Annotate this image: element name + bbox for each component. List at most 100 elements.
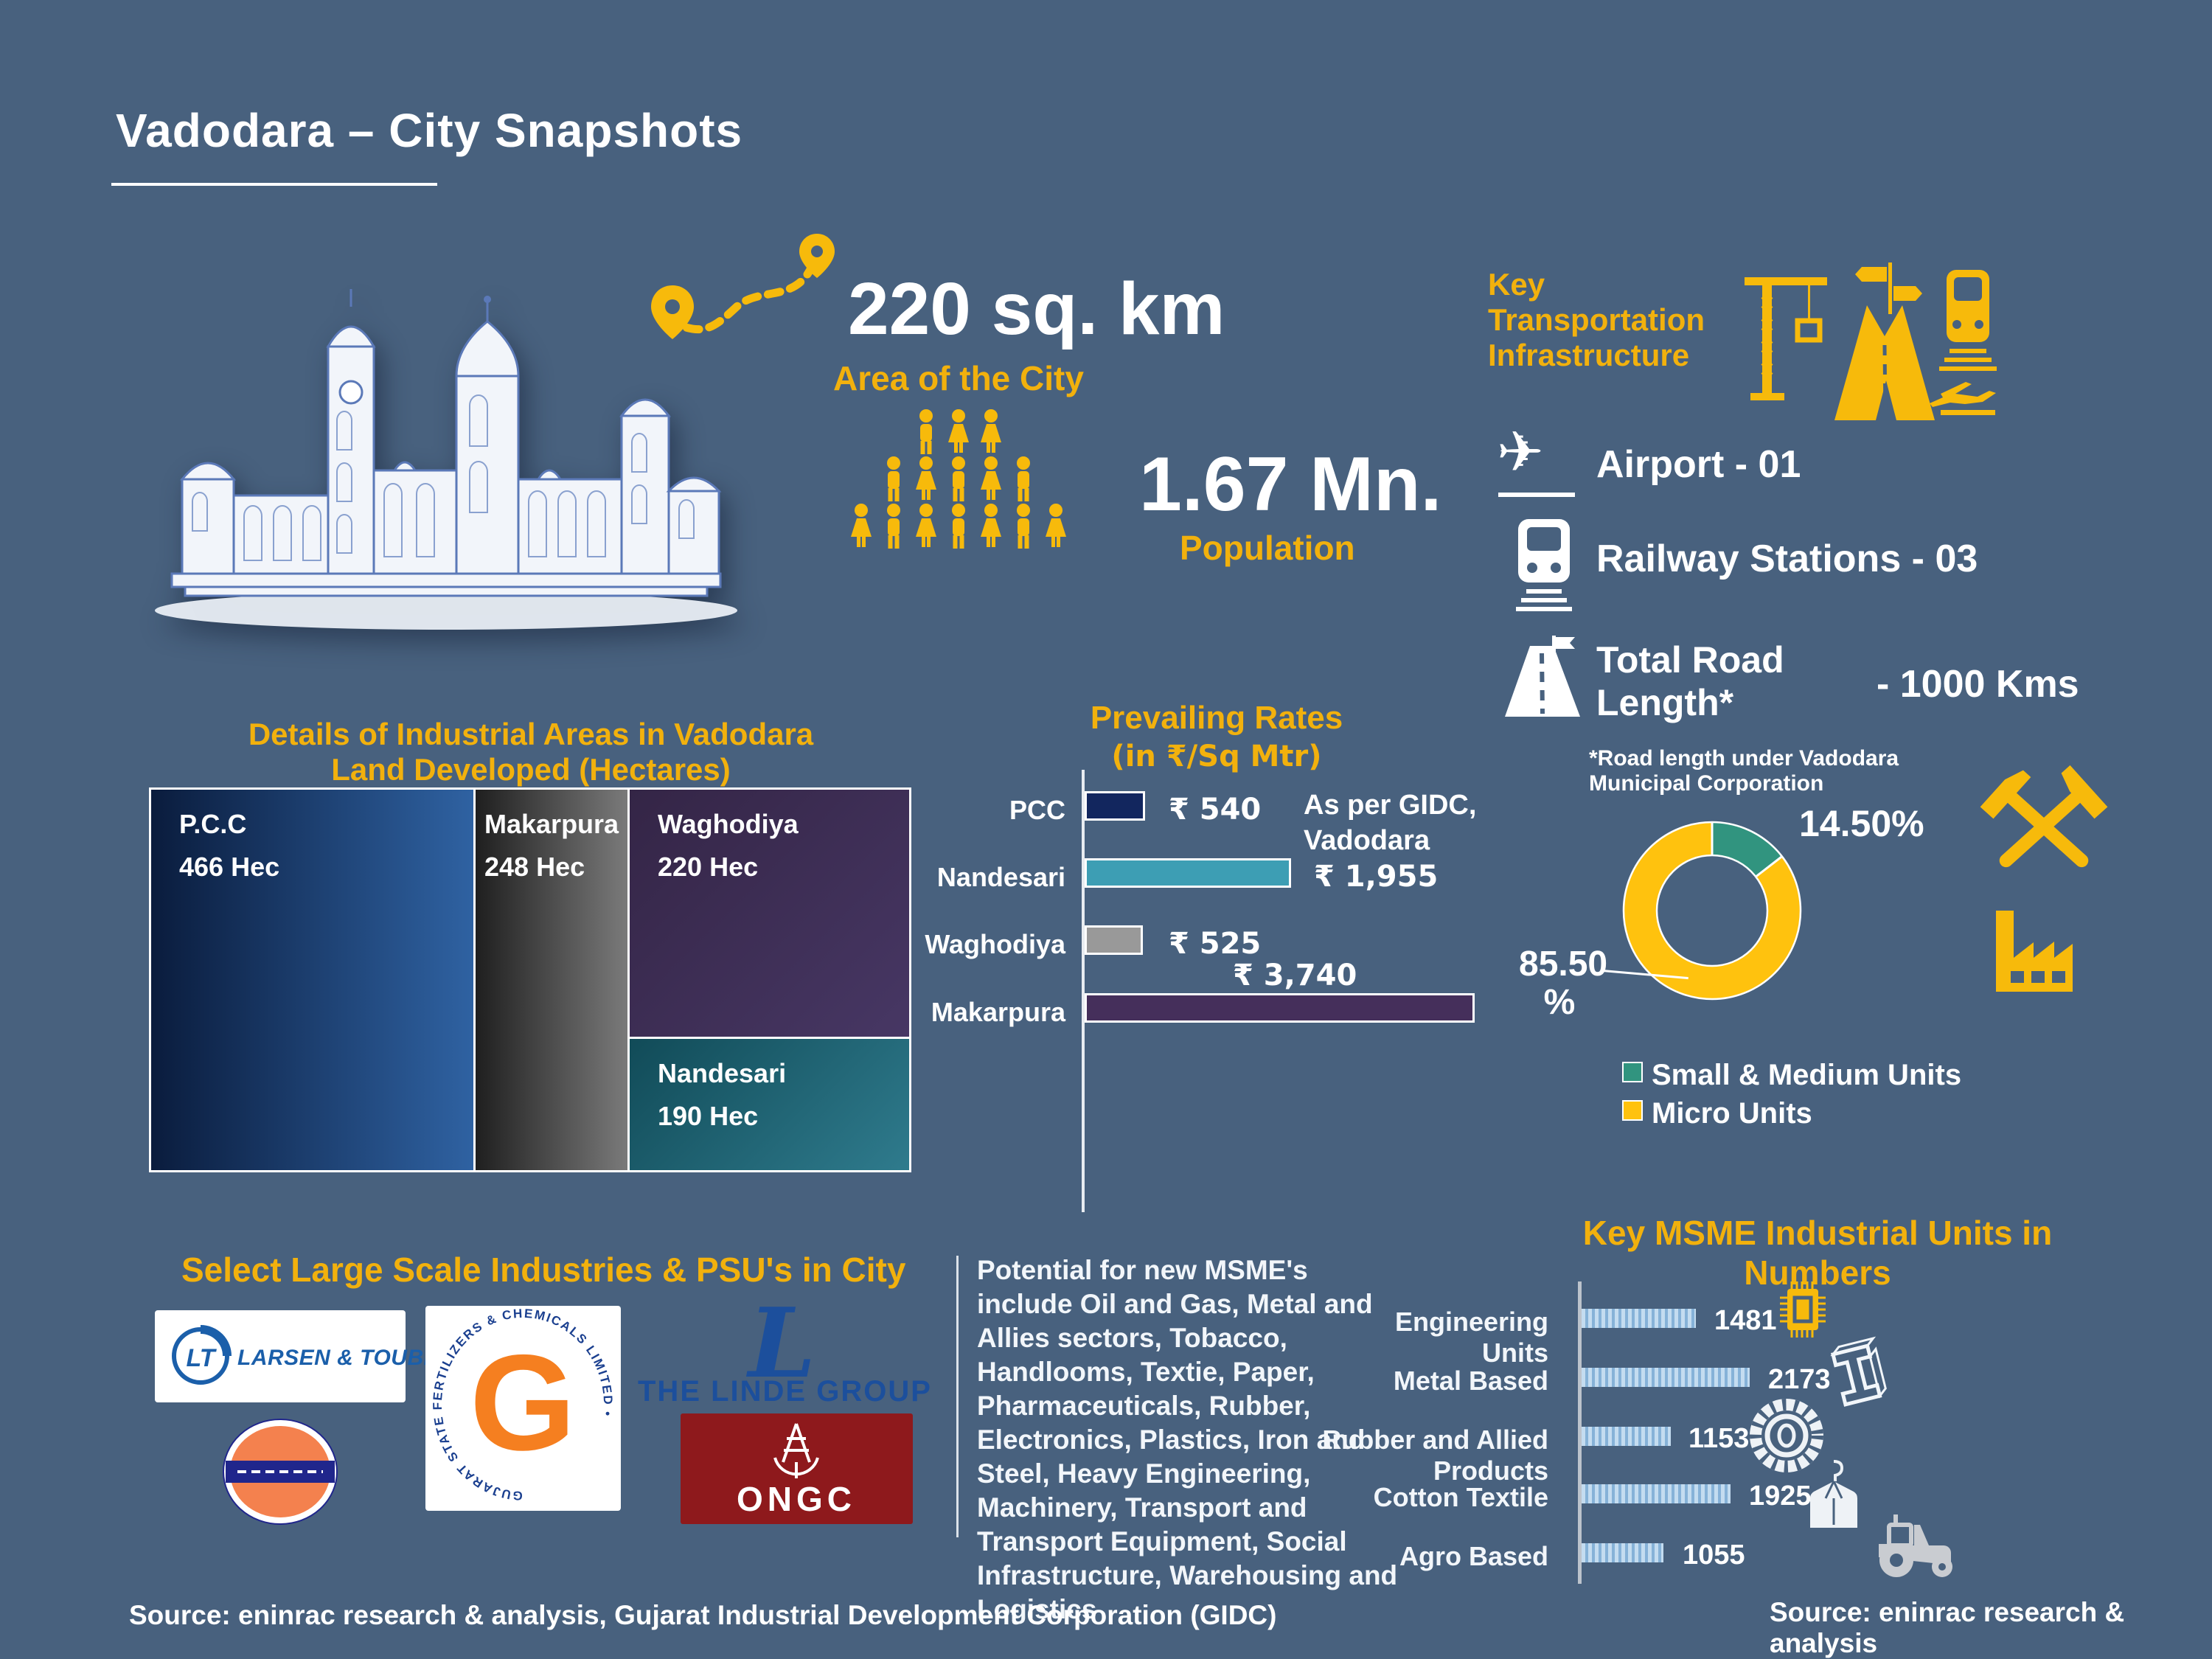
msme-category: Engineering Units xyxy=(1394,1307,1548,1368)
donut-label-micro-line1: 85.50 xyxy=(1519,945,1608,984)
rates-title: Prevailing Rates (in ₹/Sq Mtr) xyxy=(1054,699,1379,776)
treemap-title-line2: Land Developed (Hectares) xyxy=(331,752,731,787)
gsfc-letter: G xyxy=(470,1327,576,1479)
route-pins-icon xyxy=(638,232,852,361)
rates-title-line1: Prevailing Rates xyxy=(1090,700,1343,736)
rates-annotation: As per GIDC, Vadodara xyxy=(1304,787,1476,858)
rates-bar-pcc xyxy=(1085,791,1145,821)
msme-value: 2173 xyxy=(1768,1364,1831,1395)
tire-icon xyxy=(1746,1395,1827,1476)
msme-bar-agro xyxy=(1582,1543,1663,1562)
indianoil-logo xyxy=(221,1417,339,1526)
ongc-wordmark: ONGC xyxy=(737,1480,856,1518)
legend-label-micro: Micro Units xyxy=(1652,1097,1812,1130)
treemap-cell-name: Makarpura xyxy=(484,809,619,839)
rates-value: ₹ 525 xyxy=(1169,927,1262,961)
msme-value: 1055 xyxy=(1683,1540,1745,1571)
msme-split-donut xyxy=(1622,821,1802,1001)
treemap-cell-pcc: P.C.C 466 Hec xyxy=(151,790,473,1170)
treemap-cell-nandesari: Nandesari 190 Hec xyxy=(630,1039,909,1170)
source-right: Source: eninrac research & analysis xyxy=(1770,1597,2125,1658)
msme-axis xyxy=(1578,1281,1582,1584)
treemap-cell-value: 190 Hec xyxy=(658,1101,759,1131)
gsfc-logo: G GUJARAT STATE FERTILIZERS & CHEMICALS … xyxy=(425,1306,621,1511)
treemap: P.C.C 466 Hec Makarpura 248 Hec Waghodiy… xyxy=(149,787,911,1172)
population-value: 1.67 Mn. xyxy=(1139,442,1442,527)
population-label: Population xyxy=(1180,529,1355,567)
factory-icon xyxy=(1987,903,2081,998)
road-footnote-line2: Municipal Corporation xyxy=(1589,771,1824,796)
treemap-cell-value: 220 Hec xyxy=(658,852,759,882)
msme-units-heading: Key MSME Industrial Units in Numbers xyxy=(1582,1214,2053,1292)
crane-road-train-icon xyxy=(1745,262,1997,420)
msme-category: Cotton Textile xyxy=(1373,1482,1548,1512)
donut-label-micro: 85.50 % xyxy=(1519,945,1608,1022)
transport-heading: Key Transportation Infrastructure xyxy=(1488,267,1705,373)
area-label: Area of the City xyxy=(833,359,1084,397)
treemap-cell-name: Nandesari xyxy=(658,1058,787,1088)
rates-annotation-line1: As per GIDC, xyxy=(1304,790,1477,821)
treemap-title-line1: Details of Industrial Areas in Vadodara xyxy=(248,717,814,751)
rates-value: ₹ 540 xyxy=(1169,793,1262,827)
transport-icons-cluster xyxy=(1740,242,1998,422)
linde-logo: L THE LINDE GROUP xyxy=(638,1287,931,1408)
treemap-title: Details of Industrial Areas in Vadodara … xyxy=(221,717,841,787)
transport-heading-line1: Key xyxy=(1488,267,1545,302)
crossed-hammers-icon xyxy=(1976,763,2112,890)
treemap-cell-name: Waghodiya xyxy=(658,809,799,839)
transport-heading-line2: Transportation xyxy=(1488,302,1705,337)
transport-heading-line3: Infrastructure xyxy=(1488,338,1690,372)
msme-bar-rubber xyxy=(1582,1427,1671,1446)
rates-bar-makarpura xyxy=(1085,993,1475,1023)
rates-title-line2: (in ₹/Sq Mtr) xyxy=(1111,740,1322,773)
industries-heading: Select Large Scale Industries & PSU's in… xyxy=(181,1251,906,1289)
road-stat-value: - 1000 Kms xyxy=(1877,663,2079,706)
linde-wordmark: THE LINDE GROUP xyxy=(638,1375,932,1408)
garment-hanger-icon xyxy=(1805,1458,1863,1532)
potential-msme-text: Potential for new MSME's include Oil and… xyxy=(977,1255,1398,1624)
rates-bar-nandesari xyxy=(1085,858,1291,888)
rates-axis xyxy=(1082,770,1085,1212)
tractor-icon xyxy=(1871,1510,1960,1580)
msme-bar-metal xyxy=(1582,1368,1750,1387)
msme-bar-cotton xyxy=(1582,1484,1731,1503)
train-icon xyxy=(1510,516,1578,613)
rates-bar-waghodiya xyxy=(1085,925,1143,955)
road-stat-line2: Length* xyxy=(1596,682,1734,723)
donut-label-micro-line2: % xyxy=(1543,983,1576,1022)
road-footnote-line1: *Road length under Vadodara xyxy=(1589,746,1899,771)
lt-monogram: LT xyxy=(186,1344,217,1372)
treemap-cell-makarpura: Makarpura 248 Hec xyxy=(476,790,627,1170)
road-footnote: *Road length under Vadodara Municipal Co… xyxy=(1589,746,1899,796)
msme-category: Metal Based xyxy=(1393,1366,1548,1396)
section-divider xyxy=(956,1256,959,1537)
chip-icon xyxy=(1778,1280,1827,1339)
rates-value: ₹ 3,740 xyxy=(1233,959,1357,992)
msme-value: 1153 xyxy=(1688,1423,1750,1454)
legend-label-small-medium: Small & Medium Units xyxy=(1652,1059,1962,1091)
rates-category: Waghodiya xyxy=(925,929,1065,959)
treemap-cell-name: P.C.C xyxy=(179,809,247,839)
road-icon xyxy=(1500,636,1585,720)
legend-swatch-small-medium xyxy=(1622,1062,1643,1082)
ongc-logo: ONGC xyxy=(681,1413,913,1524)
donut-label-small-medium: 14.50% xyxy=(1799,803,1924,844)
lt-wordmark: LARSEN & TOUBRO xyxy=(237,1346,458,1370)
rates-category: Makarpura xyxy=(931,997,1065,1027)
msme-value: 1925 xyxy=(1749,1481,1812,1512)
road-stat-line1: Total Road xyxy=(1596,639,1784,681)
title-underline xyxy=(111,183,437,186)
treemap-cell-waghodiya: Waghodiya 220 Hec xyxy=(630,790,909,1037)
legend-swatch-micro xyxy=(1622,1100,1643,1121)
railway-stat: Railway Stations - 03 xyxy=(1596,538,1978,580)
msme-bar-engineering xyxy=(1582,1309,1696,1328)
msme-category: Agro Based xyxy=(1399,1541,1548,1571)
airplane-underline xyxy=(1498,493,1575,497)
area-value: 220 sq. km xyxy=(848,268,1225,350)
linde-initial: L xyxy=(748,1287,816,1399)
msme-value: 1481 xyxy=(1714,1305,1777,1336)
rates-value: ₹ 1,955 xyxy=(1314,860,1439,894)
rates-annotation-line2: Vadodara xyxy=(1304,825,1430,856)
msme-category: Rubber and Allied Products xyxy=(1322,1425,1548,1486)
